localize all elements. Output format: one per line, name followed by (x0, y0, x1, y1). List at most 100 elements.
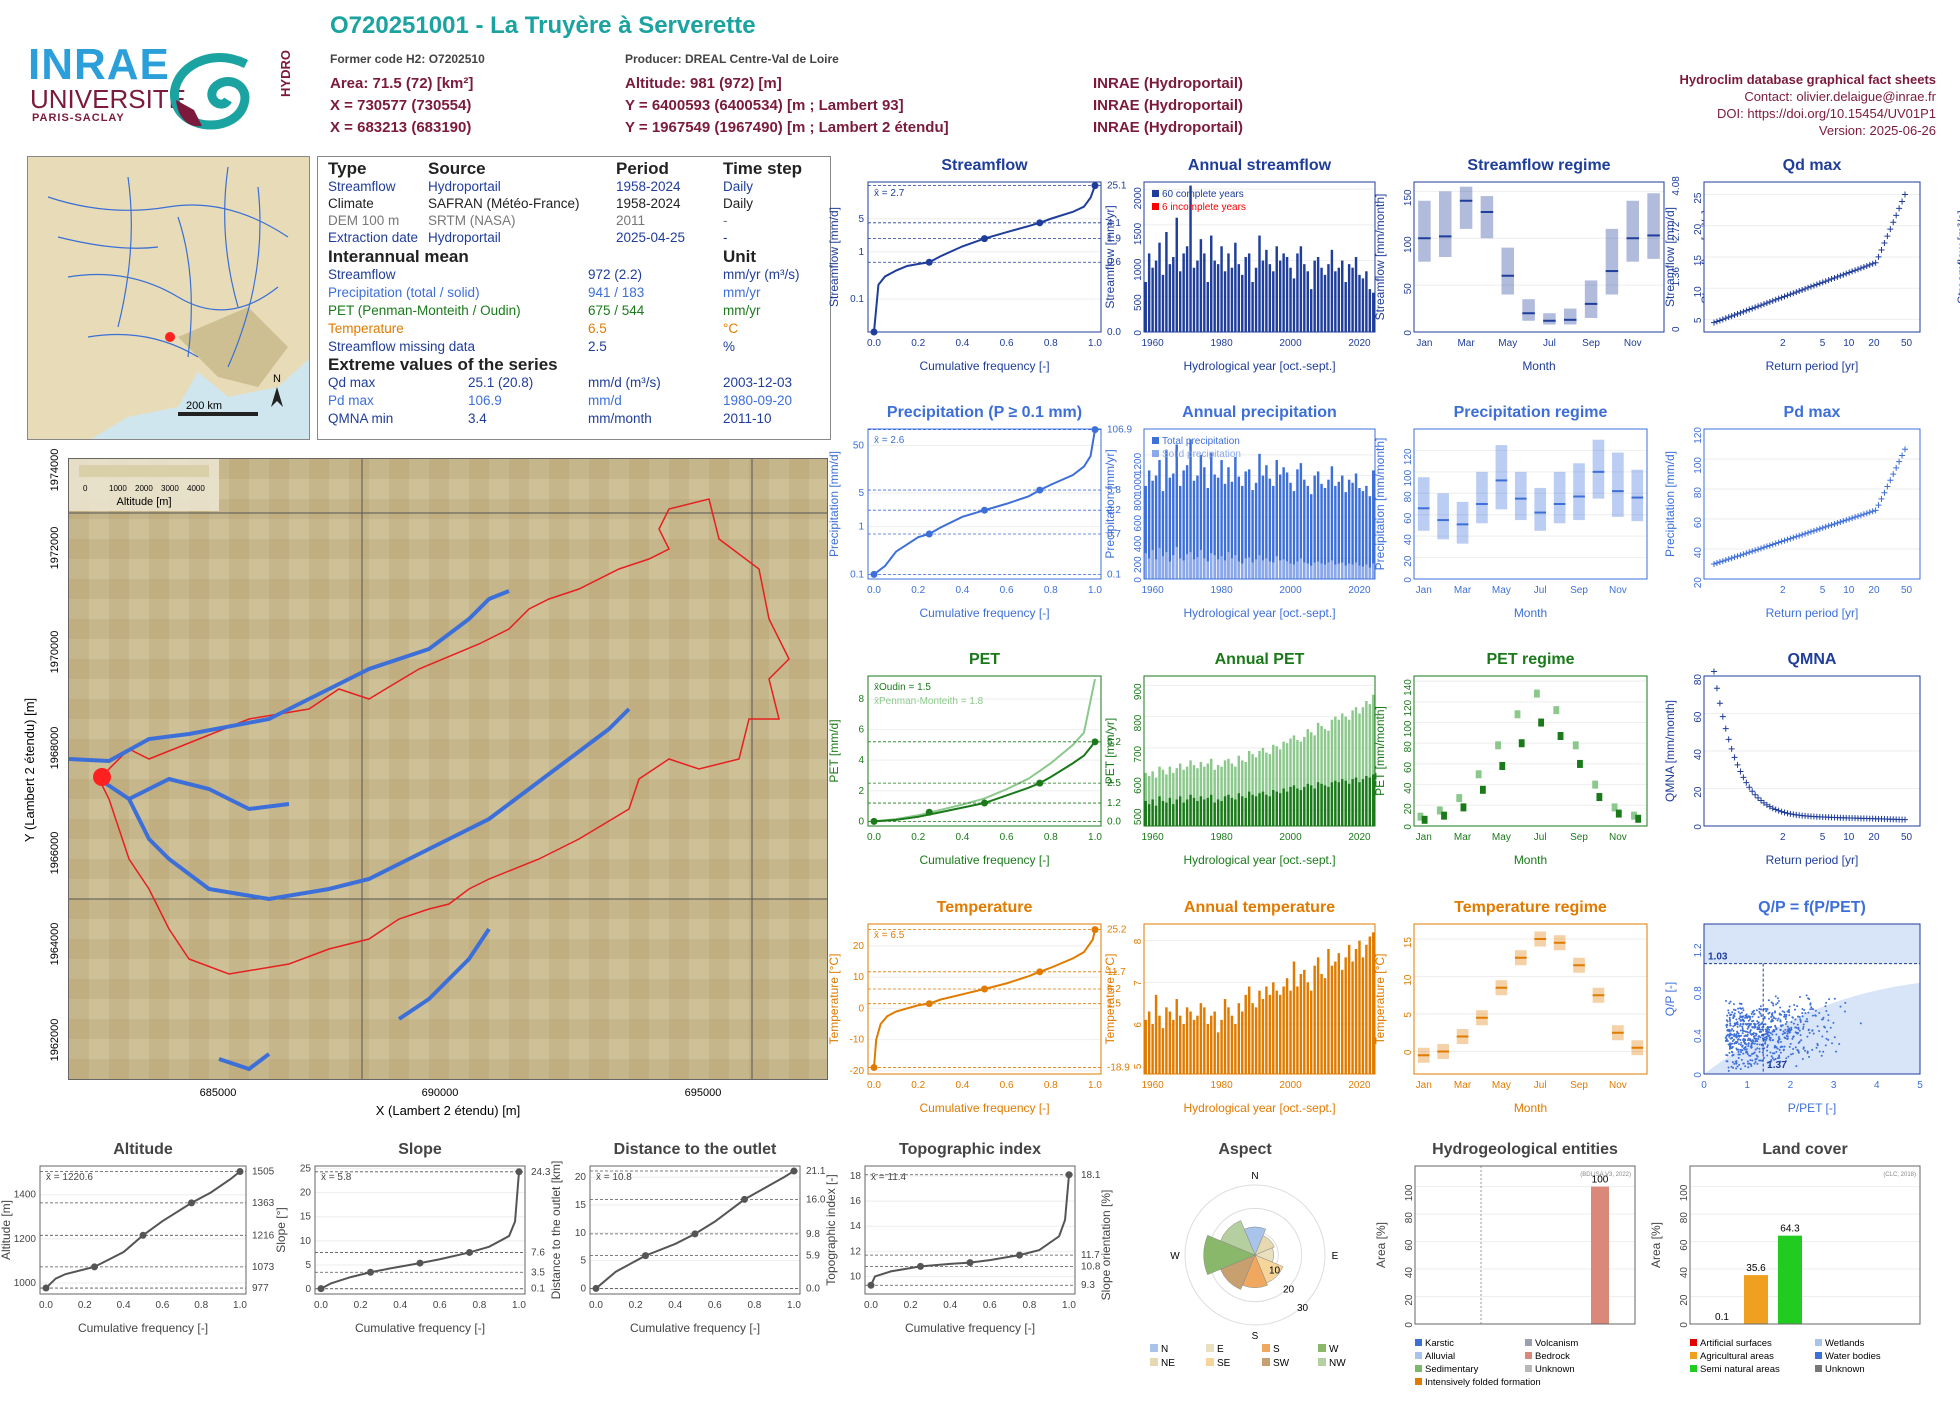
data-point (1798, 1042, 1800, 1044)
data-point (1734, 1023, 1736, 1025)
x-axis-label: Return period [yr] (1766, 606, 1859, 620)
data-point (1775, 1051, 1777, 1053)
data-point (1818, 1012, 1820, 1014)
box (1460, 187, 1473, 229)
x-tick: 0.0 (867, 832, 881, 843)
data-point (1747, 1039, 1749, 1041)
bar (1172, 804, 1174, 826)
chart-title: Streamflow (941, 157, 1028, 174)
bar-solid (1227, 552, 1229, 579)
bar (1213, 261, 1215, 332)
chart-title: Temperature (937, 899, 1033, 916)
data-point (1803, 1046, 1805, 1048)
y-tick: 1 (858, 522, 864, 533)
quantile-point (1036, 968, 1043, 975)
bar (1169, 798, 1171, 826)
compass-label: E (1332, 1251, 1339, 1262)
data-point (1765, 1036, 1767, 1038)
data-point (1812, 1015, 1814, 1017)
data-point (1832, 1022, 1834, 1024)
legend-entry: Semi natural areas (1700, 1364, 1780, 1375)
box (1558, 732, 1564, 740)
data-point (1733, 1063, 1735, 1065)
quantile-point (188, 1199, 195, 1206)
bar (1176, 799, 1178, 826)
bar (1210, 795, 1212, 826)
bar (1200, 239, 1202, 332)
data-point (1763, 1057, 1765, 1059)
y-tick: 10 (300, 1236, 312, 1247)
data-point (1817, 1044, 1819, 1046)
x-tick: 2 (1780, 832, 1786, 843)
x-tick: Sep (1582, 338, 1600, 349)
ref-label-y: 1.03 (1708, 952, 1728, 963)
altitude-legend-title: Altitude [m] (116, 496, 171, 508)
data-point (1756, 1009, 1758, 1011)
data-point (1756, 1043, 1758, 1045)
bar (1317, 257, 1319, 332)
x-tick: May (1498, 338, 1517, 349)
chart-title: Pd max (1784, 404, 1841, 421)
data-point (1743, 1062, 1745, 1064)
map-ytick: 1962000 (49, 1019, 61, 1062)
mean-row-col0: Streamflow (328, 267, 396, 282)
data-point (1752, 1011, 1754, 1013)
quantile-point (871, 818, 878, 825)
y-tick: 15 (1403, 937, 1414, 949)
y-axis-label: QMNA [mm/month] (1663, 700, 1677, 802)
data-point (1725, 1040, 1727, 1042)
mean-row-col0: Precipitation (total / solid) (328, 285, 480, 300)
bar (1151, 268, 1153, 332)
th-unit: Unit (723, 247, 756, 267)
data-point (1755, 1061, 1757, 1063)
x-tick: 0.8 (194, 1300, 208, 1311)
data-point (1740, 1049, 1742, 1051)
info-row-col1: Hydroportail (428, 179, 501, 194)
bar (1286, 978, 1288, 1074)
legend-swatch (1152, 203, 1159, 210)
y-tick: 20 (1693, 223, 1704, 235)
quantile-point (981, 986, 988, 993)
data-point (1802, 1026, 1804, 1028)
box (1481, 196, 1494, 238)
data-point (1790, 1028, 1792, 1030)
data-point (1738, 1036, 1740, 1038)
data-point (1767, 1008, 1769, 1010)
data-point (1758, 1028, 1760, 1030)
x-tick: 0.0 (314, 1300, 328, 1311)
bar (1148, 1012, 1150, 1075)
chart-title: Temperature regime (1454, 899, 1607, 916)
quantile-point (642, 1252, 649, 1259)
data-point (1783, 1030, 1785, 1032)
quantile-point (1036, 219, 1043, 226)
data-point (1736, 1041, 1738, 1043)
mean-row-col0: Temperature (328, 321, 404, 336)
data-point (1804, 1050, 1806, 1052)
data-point (1790, 1053, 1792, 1055)
data-point (1747, 1045, 1749, 1047)
data-point (1711, 669, 1717, 675)
data-point (1789, 1005, 1791, 1007)
chart-title: Slope (398, 1141, 442, 1158)
bar (1207, 282, 1209, 332)
data-point (1792, 1053, 1794, 1055)
quantile-point (1036, 487, 1043, 494)
box (1499, 762, 1505, 770)
y-axis-label: PET [mm/month] (1373, 706, 1387, 796)
mean-label: x̄ = 2.6 (874, 435, 905, 446)
y-tick: 50 (1403, 283, 1414, 295)
bar-solid (1282, 559, 1284, 579)
data-point (1744, 1065, 1746, 1067)
bar-solid (1182, 560, 1184, 579)
data-point (1791, 1038, 1793, 1040)
bar (1220, 801, 1222, 826)
mean-row-col0: Streamflow missing data (328, 339, 475, 354)
bar-solid (1234, 555, 1236, 579)
x-tick: Nov (1609, 1080, 1627, 1091)
bar (1289, 268, 1291, 332)
y-tick: 1200 (14, 1234, 37, 1245)
bar (1217, 1032, 1219, 1074)
y-tick: 600 (1133, 514, 1144, 531)
data-point (1739, 1039, 1741, 1041)
